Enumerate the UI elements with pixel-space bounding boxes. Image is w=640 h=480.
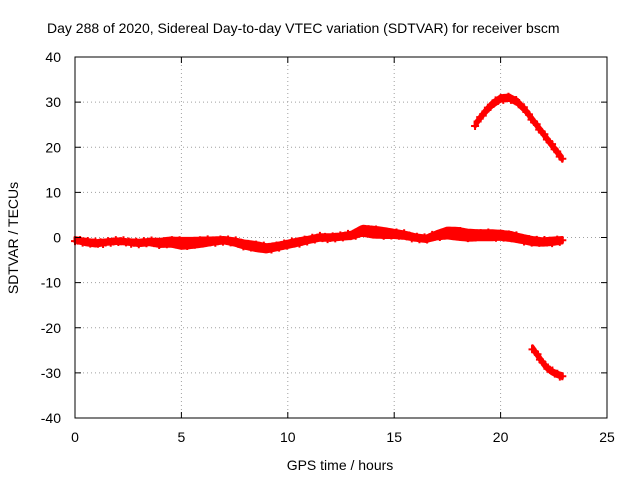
series-upper-arc (471, 92, 567, 163)
data-point (519, 103, 528, 112)
data-point (471, 122, 480, 131)
data-point (448, 226, 457, 235)
series-layer (71, 92, 567, 381)
series-main-band (71, 224, 567, 254)
x-tick-label: 10 (280, 429, 296, 445)
data-point (532, 120, 541, 129)
data-point (558, 372, 567, 381)
data-point (364, 225, 373, 234)
y-tick-label: 20 (45, 139, 61, 155)
x-axis-label: GPS time / hours (287, 457, 394, 473)
data-point (558, 154, 567, 163)
y-axis-label: SDTVAR / TECUs (5, 182, 21, 294)
data-point (540, 360, 549, 369)
data-point (533, 350, 542, 359)
data-point (461, 229, 470, 238)
y-tick-label: 0 (53, 230, 61, 246)
series-lower-arc (528, 344, 567, 381)
y-tick-label: -30 (41, 365, 61, 381)
data-point (512, 96, 521, 105)
y-tick-label: 30 (45, 94, 61, 110)
ticks: 0 5 10 15 20 25 -40 -30 -20 -10 0 10 20 30 40 (41, 49, 615, 445)
data-point (548, 140, 557, 149)
data-point (558, 236, 567, 245)
data-point (473, 117, 482, 126)
x-tick-label: 25 (599, 429, 615, 445)
data-point (456, 226, 465, 235)
data-point (524, 110, 533, 119)
x-tick-label: 20 (493, 429, 509, 445)
data-point (377, 227, 386, 236)
y-tick-label: 40 (45, 49, 61, 65)
y-tick-label: 10 (45, 184, 61, 200)
x-tick-label: 5 (178, 429, 186, 445)
data-point (175, 236, 184, 245)
data-point (478, 111, 487, 120)
data-point (553, 147, 562, 156)
y-tick-label: -40 (41, 410, 61, 426)
x-tick-label: 0 (71, 429, 79, 445)
data-point (372, 225, 381, 234)
data-point (540, 130, 549, 139)
chart-title: Day 288 of 2020, Sidereal Day-to-day VTE… (47, 20, 560, 36)
y-tick-label: -10 (41, 275, 61, 291)
x-tick-label: 15 (386, 429, 402, 445)
y-tick-label: -20 (41, 320, 61, 336)
